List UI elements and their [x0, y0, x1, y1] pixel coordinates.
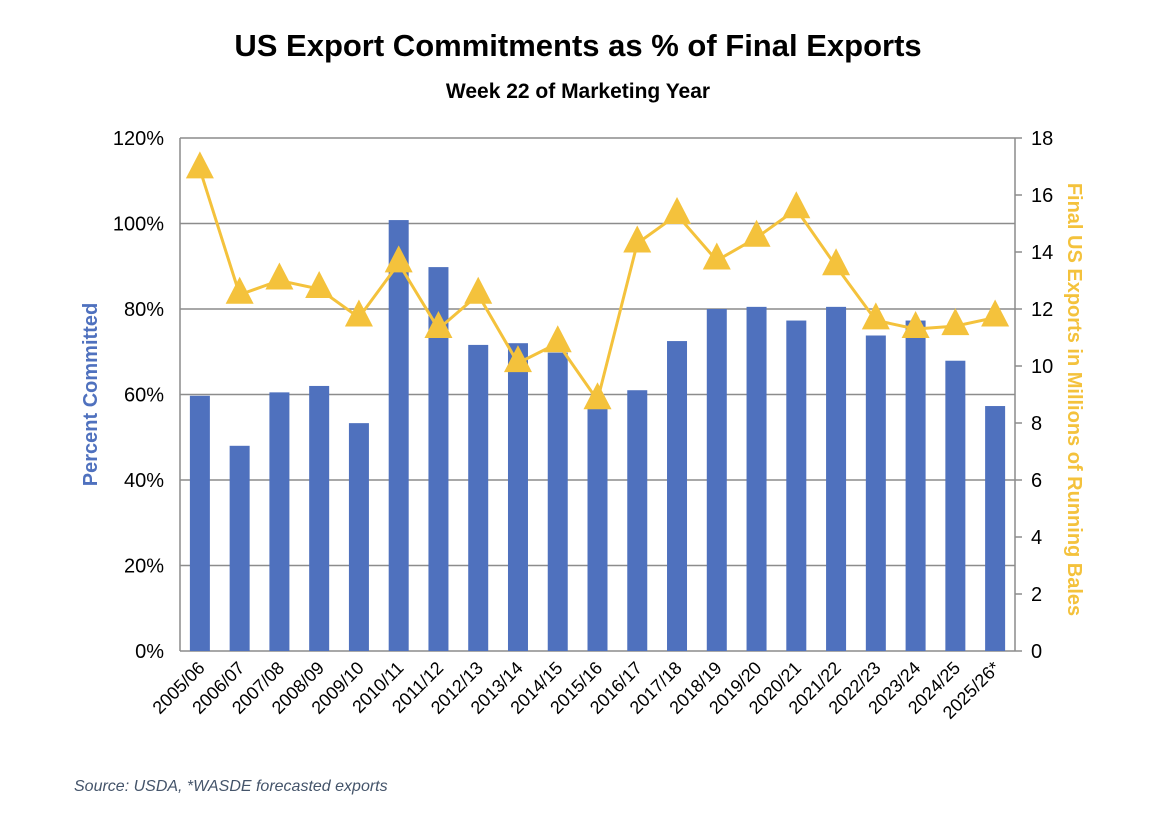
bar	[667, 341, 688, 651]
y-left-tick-label: 120%	[113, 128, 164, 150]
line-marker	[225, 276, 254, 304]
line-marker	[901, 310, 930, 338]
bar	[189, 395, 210, 651]
y-right-tick-label: 12	[1031, 299, 1053, 321]
y-left-tick-label: 0%	[135, 641, 164, 663]
bar	[826, 306, 847, 651]
chart-subtitle: Week 22 of Marketing Year	[445, 80, 711, 103]
y-right-tick-label: 10	[1031, 356, 1053, 378]
line-marker	[822, 248, 851, 276]
bar	[348, 423, 369, 651]
source-note: Source: USDA, *WASDE forecasted exports	[74, 778, 388, 795]
bar	[945, 360, 966, 651]
line-marker	[663, 196, 692, 224]
bar	[587, 409, 608, 651]
y-right-tick-label: 8	[1031, 413, 1042, 435]
bar	[627, 390, 648, 651]
line-marker	[782, 191, 811, 219]
y-right-tick-label: 14	[1031, 242, 1053, 264]
y-right-tick-label: 2	[1031, 584, 1042, 606]
y-right-tick-label: 0	[1031, 641, 1042, 663]
line-marker	[464, 276, 493, 304]
bar	[706, 309, 727, 651]
bar	[428, 267, 449, 651]
bar	[786, 320, 807, 651]
line-marker	[583, 382, 612, 410]
bar	[309, 385, 330, 651]
bar	[865, 335, 886, 651]
line-marker	[702, 242, 731, 270]
line-marker	[305, 271, 334, 299]
line-marker	[185, 151, 214, 179]
line-marker	[742, 219, 771, 247]
bar	[905, 320, 926, 651]
y-right-axis-title: Final US Exports in Millions of Running …	[1063, 183, 1085, 616]
y-left-axis-title: Percent Committed	[80, 303, 102, 486]
bar	[388, 220, 409, 651]
line-marker	[981, 299, 1010, 327]
line-marker	[265, 262, 294, 290]
line-marker	[384, 245, 413, 273]
y-right-tick-label: 4	[1031, 527, 1042, 549]
y-left-tick-label: 100%	[113, 214, 164, 236]
y-left-tick-label: 60%	[124, 385, 164, 407]
chart-title: US Export Commitments as % of Final Expo…	[234, 28, 922, 63]
y-left-tick-label: 80%	[124, 299, 164, 321]
y-left-tick-label: 20%	[124, 556, 164, 578]
line-marker	[941, 308, 970, 336]
bar	[229, 445, 250, 651]
line-marker	[861, 302, 890, 330]
bar	[746, 306, 767, 651]
y-right-tick-label: 16	[1031, 185, 1053, 207]
bar	[507, 343, 528, 651]
line-marker	[623, 225, 652, 253]
y-left-tick-label: 40%	[124, 470, 164, 492]
bar	[985, 406, 1006, 651]
y-right-tick-label: 18	[1031, 128, 1053, 150]
line-marker	[503, 345, 532, 373]
y-right-tick-label: 6	[1031, 470, 1042, 492]
bar	[269, 392, 290, 651]
bar	[468, 344, 489, 651]
line-marker	[543, 325, 572, 353]
bar	[547, 352, 568, 651]
line-marker	[424, 310, 453, 338]
line-marker	[344, 299, 373, 327]
